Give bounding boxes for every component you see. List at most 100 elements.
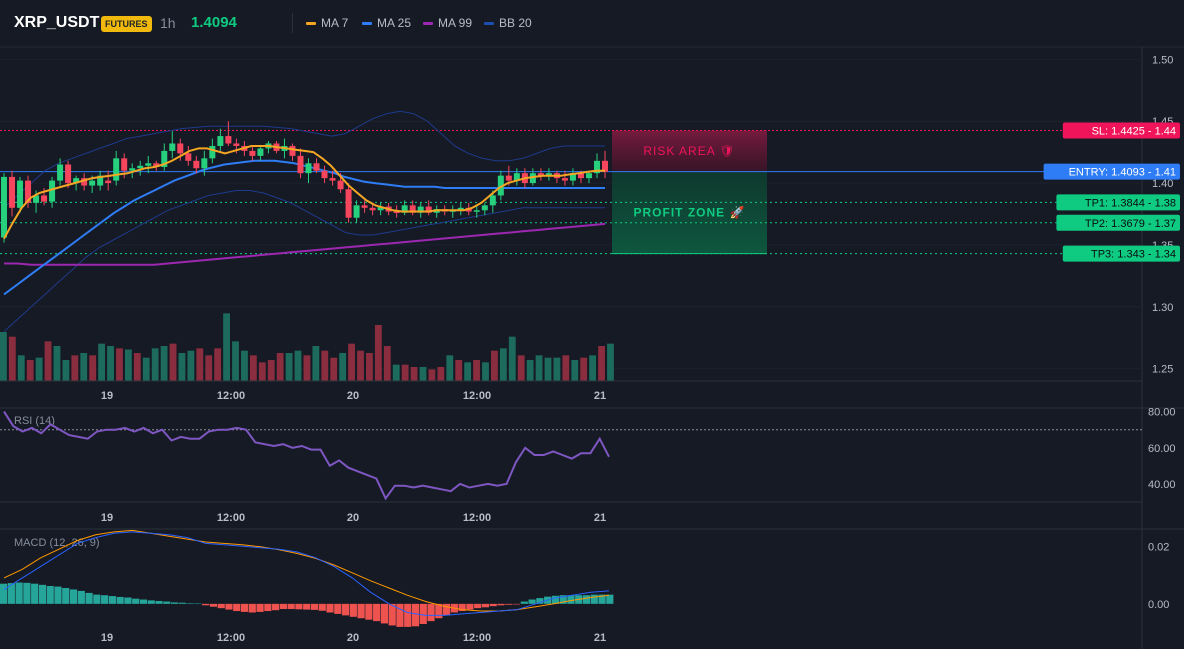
volume-bar — [473, 360, 480, 381]
volume-bar — [151, 348, 159, 381]
volume-bar — [607, 343, 614, 381]
macd-histogram-bar — [606, 594, 614, 604]
candle-body — [49, 180, 56, 202]
x-tick-label: 20 — [347, 512, 359, 524]
legend-ma25[interactable]: MA 25 — [362, 16, 411, 30]
macd-histogram-bar — [443, 603, 451, 616]
rsi-y-tick-label: 80.00 — [1148, 407, 1176, 419]
volume-bar — [267, 360, 275, 381]
macd-histogram-bar — [264, 603, 272, 612]
volume-bar — [107, 346, 114, 381]
volume-bar — [366, 353, 373, 381]
volume-bar — [446, 355, 454, 381]
x-tick-label: 20 — [347, 390, 359, 402]
candle-body — [537, 173, 544, 176]
candle-body — [17, 180, 24, 208]
tp2-level-label: TP2: 1.3679 - 1.37 — [1085, 218, 1176, 230]
candle-body — [481, 205, 488, 211]
volume-bar — [419, 367, 427, 381]
macd-histogram-bar — [272, 603, 280, 611]
macd-histogram-bar — [497, 603, 505, 606]
legend-label: MA 25 — [377, 16, 412, 30]
macd-histogram-bar — [62, 588, 70, 604]
macd-histogram-bar — [349, 603, 357, 617]
candle-body — [505, 175, 512, 181]
macd-histogram-bar — [474, 603, 482, 609]
volume-bar — [303, 355, 311, 381]
candle-body — [145, 163, 152, 166]
x-tick-label: 12:00 — [463, 632, 491, 644]
tp2-level-badge — [1056, 214, 1180, 231]
volume-bar — [232, 341, 239, 381]
profit-zone — [612, 171, 767, 254]
macd-histogram-bar — [334, 603, 342, 614]
macd-histogram-bar — [466, 603, 474, 610]
candle-body — [473, 210, 480, 212]
legend-ma7[interactable]: MA 7 — [306, 16, 348, 30]
volume-bar — [294, 350, 302, 381]
volume-bar — [124, 349, 132, 381]
candle-body — [249, 150, 256, 156]
macd-y-tick-label: 0.02 — [1148, 541, 1169, 553]
volume-bar — [276, 353, 284, 381]
entry-level-label: ENTRY: 1.4093 - 1.41 — [1069, 167, 1176, 179]
volume-bar — [410, 367, 418, 381]
candle-body — [313, 163, 320, 171]
rsi-y-tick-label: 60.00 — [1148, 443, 1176, 455]
candle-body — [105, 180, 112, 184]
candle-body — [353, 205, 360, 218]
candle-body — [393, 211, 400, 214]
x-tick-label: 21 — [594, 390, 606, 402]
macd-histogram-bar — [341, 603, 350, 616]
risk-area-zone — [612, 130, 767, 172]
macd-histogram-bar — [582, 595, 591, 604]
candle-body — [89, 180, 96, 186]
macd-histogram-bar — [23, 582, 31, 604]
candle-body — [425, 206, 432, 213]
x-tick-label: 12:00 — [217, 390, 245, 402]
volume-bar — [214, 348, 222, 381]
candle-body — [121, 158, 128, 171]
chart-header: XRP_USDT FUTURES 1h 1.4094 MA 7 MA 25 MA… — [0, 0, 1184, 46]
interval-selector[interactable]: 1h — [160, 15, 176, 31]
candle-body — [113, 158, 120, 181]
candle-body — [257, 148, 264, 156]
macd-histogram-bar — [101, 595, 109, 604]
macd-histogram-bar — [69, 589, 78, 604]
volume-bar — [26, 360, 34, 381]
legend-ma99[interactable]: MA 99 — [423, 16, 472, 30]
ma25-swatch — [362, 21, 372, 25]
legend-label: MA 99 — [438, 16, 473, 30]
candle-body — [577, 173, 584, 179]
macd-histogram-bar — [404, 603, 412, 627]
macd-histogram-bar — [427, 603, 435, 622]
candle-body — [545, 173, 552, 176]
macd-histogram-bar — [458, 603, 466, 612]
volume-bar — [0, 332, 7, 381]
candle-body — [297, 155, 304, 174]
volume-bar — [339, 353, 347, 381]
candle-body — [593, 160, 600, 174]
candle-body — [225, 136, 232, 144]
candle-body — [73, 178, 80, 184]
candle-body — [585, 173, 592, 179]
volume-bar — [383, 346, 391, 381]
macd-histogram-bar — [287, 603, 295, 610]
macd-histogram-bar — [108, 596, 116, 604]
volume-bar — [62, 360, 70, 381]
volume-bar — [178, 353, 186, 381]
candle-body — [185, 153, 192, 161]
macd-y-tick-label: 0.00 — [1148, 599, 1169, 611]
candle-body — [417, 206, 424, 213]
candle-body — [169, 143, 176, 151]
candle-body — [81, 178, 88, 186]
macd-histogram-bar — [303, 603, 311, 610]
symbol-name[interactable]: XRP_USDT — [14, 14, 100, 31]
legend-bb20[interactable]: BB 20 — [484, 16, 532, 30]
candle-body — [209, 145, 216, 159]
volume-bar — [330, 357, 338, 381]
y-tick-label: 1.30 — [1152, 302, 1173, 314]
macd-histogram-bar — [326, 603, 334, 613]
candle-body — [57, 164, 64, 181]
